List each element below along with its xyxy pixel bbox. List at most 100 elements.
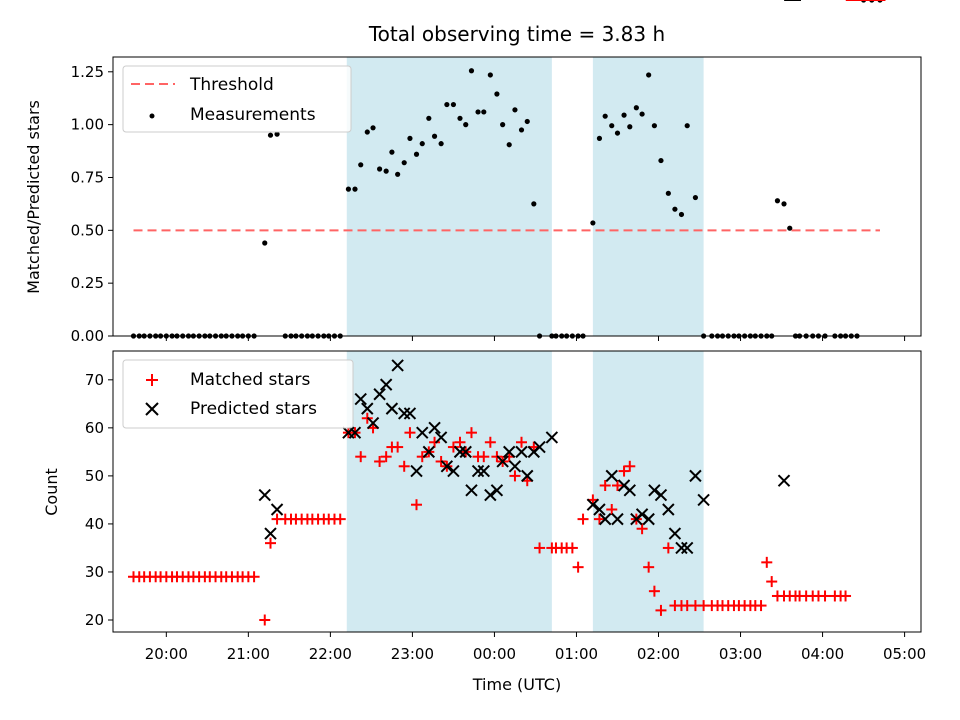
matched-star-point xyxy=(766,576,778,588)
x-tick-label: 00:00 xyxy=(473,645,516,663)
predicted-star-point xyxy=(490,484,504,497)
measurement-point xyxy=(426,115,432,121)
measurement-point xyxy=(524,118,530,125)
measurement-point xyxy=(475,109,481,115)
measurement-points xyxy=(130,0,883,339)
measurement-point xyxy=(352,186,358,192)
x-tick-label: 20:00 xyxy=(145,645,188,663)
matched-star-point xyxy=(447,441,459,453)
measurement-point xyxy=(274,131,280,137)
matched-star-point xyxy=(248,571,260,583)
legend-predicted-swatch xyxy=(145,402,159,416)
measurement-point xyxy=(376,166,383,172)
predicted-star-point xyxy=(496,455,509,468)
matched-star-point xyxy=(392,441,404,453)
measurement-point xyxy=(345,186,352,192)
matched-star-point xyxy=(599,479,611,491)
matched-star-point xyxy=(484,436,496,448)
legend-matched-label: Matched stars xyxy=(190,370,310,390)
predicted-star-point xyxy=(533,440,546,454)
measurement-point xyxy=(609,123,615,129)
matched-star-point xyxy=(398,460,410,472)
predicted-star-point xyxy=(545,431,559,444)
predicted-star-point xyxy=(477,464,490,478)
measurement-point xyxy=(267,132,274,138)
matched-star-point xyxy=(643,561,655,573)
measurement-point xyxy=(633,105,639,111)
matched-star-point xyxy=(655,604,667,616)
measurement-point xyxy=(481,109,487,115)
measurement-point xyxy=(358,162,364,168)
measurement-point xyxy=(678,211,685,218)
measurement-point xyxy=(463,122,469,128)
bottom-x-ticks: 20:00 21:00 22:00 23:00 00:00 01:00 02:00 03:00… xyxy=(145,632,926,663)
top-y-ticks: 0.00 0.25 0.50 0.75 1.00 1.25 xyxy=(71,63,113,345)
predicted-star-point xyxy=(391,359,404,372)
measurement-point xyxy=(364,129,370,135)
measurement-point xyxy=(639,111,645,117)
predicted-star-point xyxy=(515,445,528,459)
measurement-point xyxy=(370,125,376,131)
measurement-point xyxy=(457,115,463,121)
matched-star-point xyxy=(819,590,831,602)
measurement-point xyxy=(781,201,787,207)
measurement-point xyxy=(621,112,627,118)
predicted-star-point xyxy=(662,503,675,516)
y-tick-label: 0.25 xyxy=(71,274,104,292)
legend-measurements-label: Measurements xyxy=(190,105,316,125)
top-legend: Threshold Measurements xyxy=(122,65,352,133)
top-y-axis-label: Matched/Predicted stars xyxy=(24,100,43,294)
x-tick-label: 02:00 xyxy=(637,645,680,663)
matched-star-point xyxy=(516,436,528,448)
predicted-star-point xyxy=(348,426,362,439)
matched-star-point xyxy=(566,542,578,554)
bottom-legend: Matched stars Predicted stars xyxy=(122,359,354,429)
matched-star-point xyxy=(577,513,589,525)
bottom-plot-frame xyxy=(112,350,922,633)
measurement-point xyxy=(672,206,678,212)
matched-star-point xyxy=(648,585,660,597)
predicted-star-point xyxy=(675,541,688,555)
matched-star-point xyxy=(572,561,584,573)
x-tick-label: 01:00 xyxy=(555,645,598,663)
x-axis-label: Time (UTC) xyxy=(472,675,561,694)
measurement-point xyxy=(431,133,438,139)
measurement-point xyxy=(512,107,518,113)
predicted-star-point xyxy=(264,527,277,540)
legend-measurements-swatch xyxy=(149,113,155,119)
predicted-star-point xyxy=(668,527,682,540)
x-tick-label: 05:00 xyxy=(883,645,926,663)
predicted-star-point xyxy=(623,484,636,497)
matched-star-point xyxy=(334,513,346,525)
measurement-point xyxy=(395,171,401,177)
measurement-point xyxy=(262,240,268,246)
predicted-star-point xyxy=(471,464,485,478)
y-tick-label: 30 xyxy=(85,563,104,581)
matched-star-point xyxy=(618,465,630,477)
measurement-point xyxy=(506,142,512,148)
predicted-star-point xyxy=(689,469,702,483)
measurement-point xyxy=(651,123,658,129)
predicted-star-point xyxy=(484,488,497,502)
matched-star-point xyxy=(465,427,477,439)
predicted-star-point xyxy=(465,484,478,497)
predicted-star-point xyxy=(416,426,429,439)
matched-star-point xyxy=(411,499,423,511)
predicted-star-point xyxy=(605,469,618,483)
matched-star-point xyxy=(259,614,271,626)
measurement-point xyxy=(518,127,525,133)
y-tick-label: 1.25 xyxy=(71,63,104,81)
measurement-point xyxy=(684,123,690,129)
predicted-star-point xyxy=(398,407,411,420)
predicted-star-point xyxy=(379,378,393,391)
measurement-point xyxy=(450,101,457,108)
matched-star-point xyxy=(840,590,852,602)
measurement-point xyxy=(413,151,420,157)
measurement-point xyxy=(438,141,444,147)
y-tick-label: 0.75 xyxy=(71,168,104,186)
x-tick-label: 04:00 xyxy=(801,645,844,663)
measurement-point xyxy=(468,68,475,74)
matched-star-point xyxy=(355,451,367,463)
x-tick-label: 21:00 xyxy=(227,645,270,663)
matched-star-point xyxy=(624,460,636,472)
